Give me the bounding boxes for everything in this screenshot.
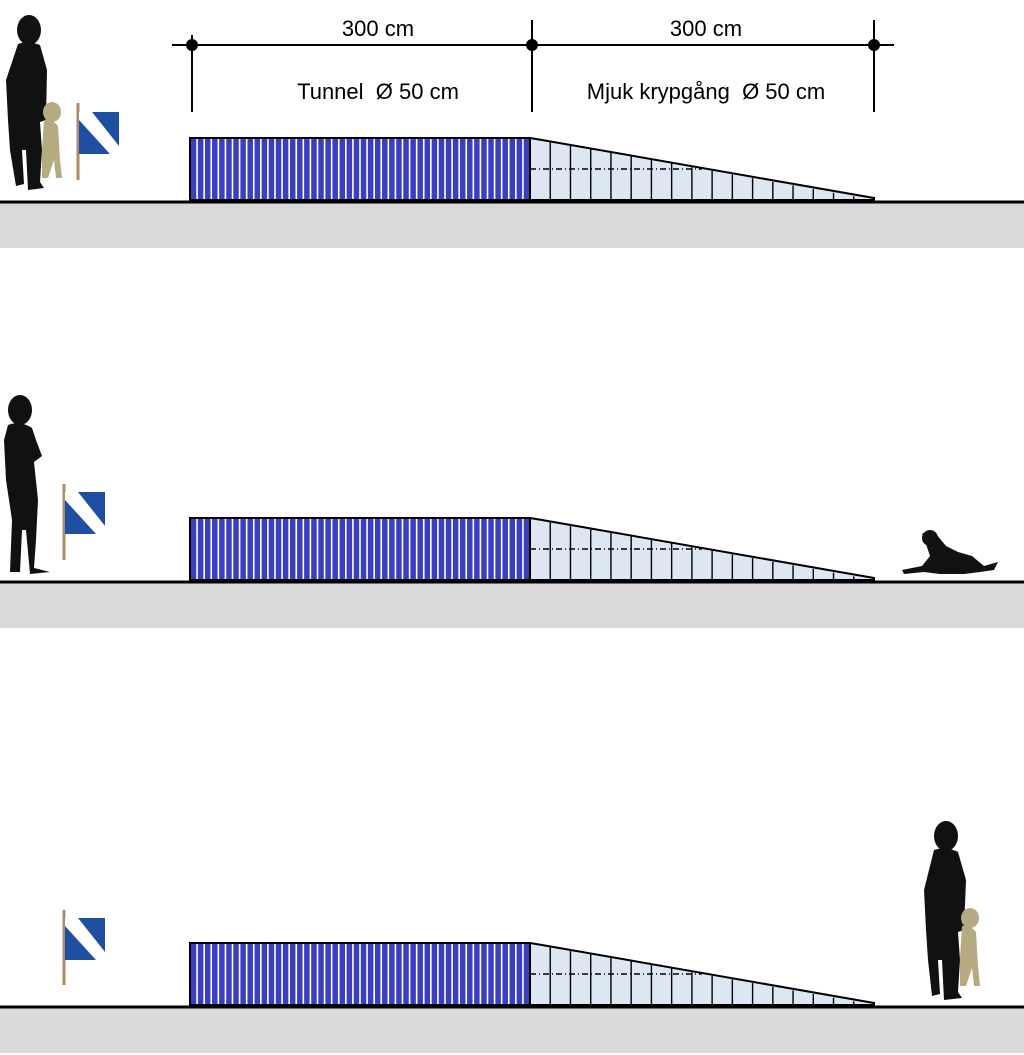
flag [76, 103, 119, 180]
tunnel-assembly [189, 136, 875, 201]
flag-stripe [65, 918, 105, 960]
flag [62, 910, 105, 985]
ground [0, 202, 1024, 248]
flag [62, 484, 105, 560]
handler-silhouette [4, 395, 50, 574]
dog-silhouette [42, 102, 62, 178]
handler-silhouette [924, 821, 966, 1000]
panel-send [0, 395, 1024, 628]
tunnel-diameter-label: Tunnel Ø 50 cm [297, 79, 459, 104]
soft-tunnel-diameter-label: Mjuk krypgång Ø 50 cm [587, 79, 825, 104]
tunnel-length-label: 300 cm [342, 16, 414, 41]
flag-stripe [79, 112, 119, 154]
handler-silhouette [6, 15, 47, 190]
ground [0, 582, 1024, 628]
ground [0, 1007, 1024, 1053]
soft-tunnel-length-label: 300 cm [670, 16, 742, 41]
flag-stripe [65, 492, 105, 534]
tunnel-assembly [189, 941, 875, 1006]
dimension-node-right [868, 39, 880, 51]
panel-start [0, 15, 1024, 248]
dog-silhouette [960, 908, 980, 986]
dimension-annotation: 300 cm 300 cm Tunnel Ø 50 cm Mjuk krypgå… [172, 16, 894, 112]
dimension-node-left [186, 39, 198, 51]
dog-lying-silhouette [902, 530, 998, 574]
panel-return [0, 821, 1024, 1053]
dimension-node-middle [526, 39, 538, 51]
tunnel-assembly [189, 516, 875, 581]
